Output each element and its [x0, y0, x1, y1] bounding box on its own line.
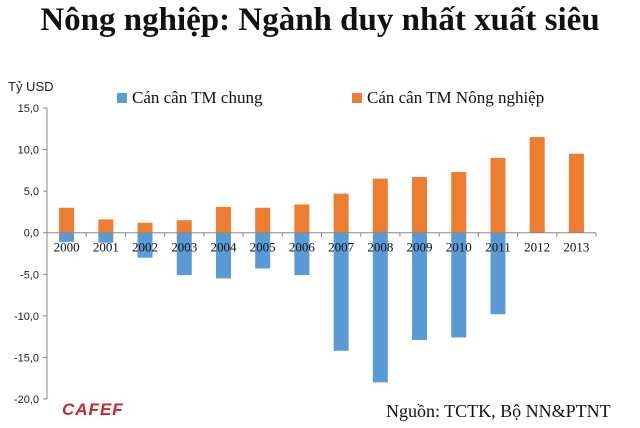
x-axis: 2000 2001 2002 2003 2004 2005 2006 2007 2008 2009…: [47, 232, 597, 255]
x-tick-label: 2008: [367, 240, 393, 255]
bar-overall: [98, 232, 114, 243]
cafef-logo: CAFEF: [62, 400, 124, 419]
x-tick-label: 2001: [93, 240, 119, 255]
bar-overall: [137, 232, 153, 258]
bar-agriculture: [137, 222, 153, 233]
bar-agriculture: [372, 178, 388, 233]
bar-overall: [451, 232, 467, 338]
x-tick-label: 2005: [250, 240, 276, 255]
x-tick-label: 2011: [485, 240, 511, 255]
x-tick-label: 2010: [446, 240, 472, 255]
bar-agriculture: [176, 220, 192, 233]
x-tick-label: 2007: [328, 240, 355, 255]
legend-swatch: [117, 93, 127, 103]
bar-overall: [412, 232, 428, 340]
y-tick-label: -5,0: [20, 269, 39, 281]
y-tick-label: 15,0: [18, 103, 39, 115]
legend-label: Cán cân TM chung: [132, 88, 263, 107]
x-tick-label: 2002: [132, 240, 158, 255]
bar-agriculture: [98, 219, 114, 233]
bar-agriculture: [490, 157, 506, 233]
bar-agriculture: [215, 206, 231, 233]
y-tick-label: 0,0: [24, 228, 39, 240]
x-tick-label: 2004: [210, 240, 237, 255]
bar-agriculture: [294, 204, 310, 233]
bar-overall: [490, 232, 506, 315]
source-note: Nguồn: TCTK, Bộ NN&PTNT: [386, 401, 611, 421]
x-tick-label: 2013: [563, 240, 589, 255]
bar-agriculture: [412, 177, 428, 233]
bar-agriculture: [333, 193, 349, 233]
bar-overall: [255, 232, 271, 269]
x-tick-label: 2003: [171, 240, 197, 255]
y-tick-label: -10,0: [14, 311, 39, 323]
y-axis-label: Tỷ USD: [8, 79, 54, 94]
bar-overall: [372, 232, 388, 383]
y-tick-label: 5,0: [24, 186, 39, 198]
legend-swatch: [352, 93, 362, 103]
y-tick-label: -20,0: [14, 394, 39, 406]
bar-overall: [215, 232, 231, 279]
x-tick-label: 2006: [289, 240, 316, 255]
legend: Cán cân TM chung Cán cân TM Nông nghiệp: [117, 88, 544, 107]
legend-label: Cán cân TM Nông nghiệp: [367, 88, 544, 107]
bar-overall: [333, 232, 349, 351]
chart-title: Nông nghiệp: Ngành duy nhất xuất siêu: [40, 2, 600, 38]
bar-overall: [59, 232, 75, 242]
y-tick-label: -15,0: [14, 352, 39, 364]
x-tick-label: 2012: [524, 240, 550, 255]
bars: [59, 137, 584, 383]
x-tick-label: 2009: [407, 240, 433, 255]
y-tick-label: 10,0: [18, 145, 39, 157]
bar-overall: [176, 232, 192, 276]
bar-agriculture: [59, 207, 75, 233]
bar-overall: [294, 232, 310, 276]
y-axis: 15,0 10,0 5,0 0,0 -5,0 -10,0 -15,0 -20,0 Tỷ USD: [8, 79, 54, 406]
x-tick-label: 2000: [54, 240, 80, 255]
bar-agriculture: [529, 137, 545, 233]
bar-agriculture: [255, 207, 271, 233]
bar-agriculture: [568, 153, 584, 233]
bar-agriculture: [451, 172, 467, 233]
